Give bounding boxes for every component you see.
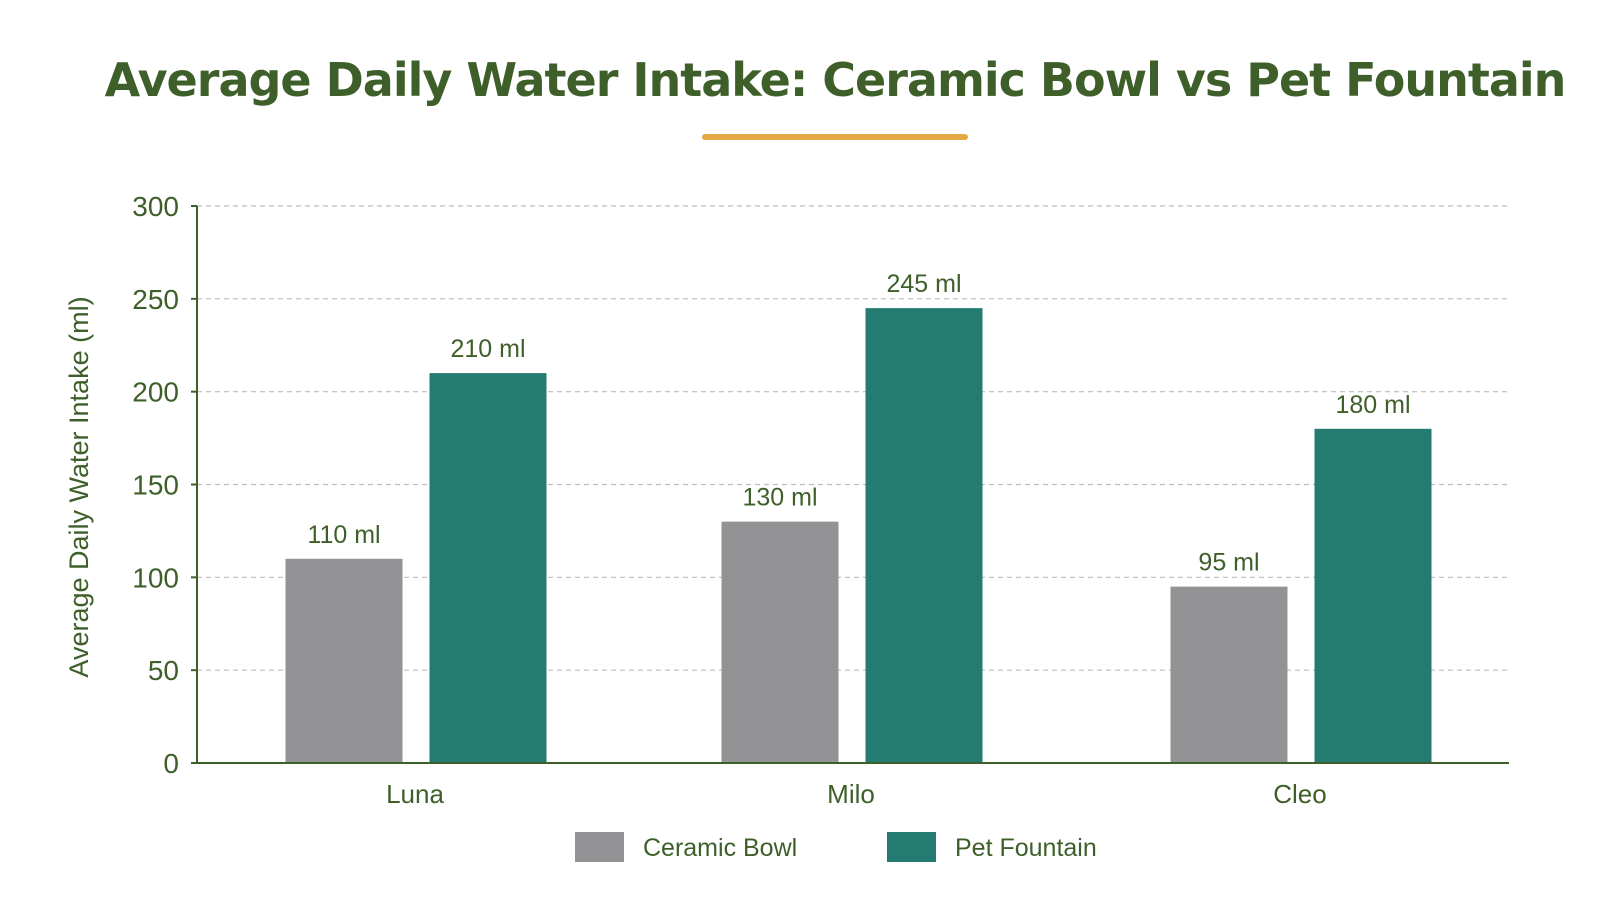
data-labels: 110 ml 130 ml 95 ml 210 ml 245 ml 180 ml: [307, 270, 1410, 576]
y-tick-label: 0: [163, 748, 179, 779]
y-tick-label: 100: [132, 562, 179, 593]
title-underline: [702, 134, 968, 140]
bar-pet-fountain-cleo: [1314, 428, 1432, 763]
chart-title: Average Daily Water Intake: Ceramic Bowl…: [105, 53, 1566, 107]
data-label: 210 ml: [450, 335, 525, 363]
y-tick-label: 200: [132, 377, 179, 408]
y-axis-title: Average Daily Water Intake (ml): [64, 296, 94, 677]
bar-ceramic-bowl-milo: [721, 521, 839, 763]
data-label: 245 ml: [886, 270, 961, 298]
data-label: 180 ml: [1335, 391, 1410, 419]
legend: Ceramic Bowl Pet Fountain: [575, 832, 1097, 862]
y-tick-label: 300: [132, 191, 179, 222]
data-label: 95 ml: [1198, 549, 1259, 577]
y-tick-labels: 0 50 100 150 200 250 300: [132, 191, 179, 779]
y-tick-label: 150: [132, 470, 179, 501]
bar-pet-fountain-milo: [865, 308, 983, 763]
legend-label: Pet Fountain: [955, 834, 1097, 862]
x-category-label: Milo: [827, 779, 875, 809]
legend-label: Ceramic Bowl: [643, 834, 797, 862]
data-label: 110 ml: [307, 521, 380, 549]
x-category-label: Cleo: [1273, 779, 1326, 809]
bar-ceramic-bowl-luna: [285, 558, 403, 763]
bars: [285, 308, 1432, 763]
bar-pet-fountain-luna: [429, 373, 547, 763]
x-category-labels: Luna Milo Cleo: [386, 779, 1327, 809]
legend-swatch: [575, 832, 624, 862]
legend-swatch: [887, 832, 936, 862]
bar-ceramic-bowl-cleo: [1170, 586, 1288, 763]
y-tick-label: 50: [148, 655, 179, 686]
y-tick-label: 250: [132, 284, 179, 315]
data-label: 130 ml: [742, 484, 817, 512]
x-category-label: Luna: [386, 779, 444, 809]
axes: [196, 206, 1509, 764]
gridlines: [191, 205, 1509, 764]
